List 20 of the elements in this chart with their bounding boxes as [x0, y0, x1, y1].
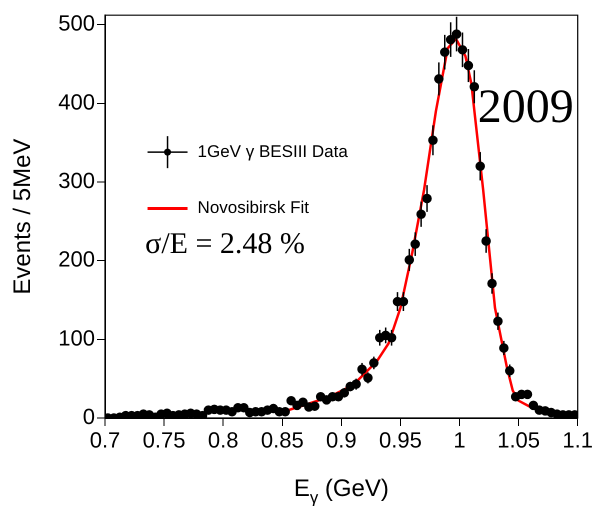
- x-tick-label: 0.7: [90, 427, 120, 452]
- y-tick-label: 0: [82, 404, 95, 430]
- x-tick-label: 0.95: [379, 427, 422, 452]
- x-tick-label: 1.1: [562, 427, 594, 452]
- y-tick-label: 300: [58, 168, 95, 194]
- annotation: σ/E = 2.48 %: [145, 226, 305, 260]
- x-tick-label: 0.85: [260, 427, 304, 452]
- y-tick-label: 200: [58, 246, 95, 272]
- x-tick-label: 0.75: [142, 427, 186, 452]
- x-tick-label: 1: [453, 427, 466, 452]
- x-tick-label: 1.05: [497, 427, 540, 452]
- y-tick-label: 500: [58, 10, 95, 36]
- x-tick-label: 0.9: [326, 427, 357, 452]
- legend-label: Novosibirsk Fit: [198, 198, 310, 218]
- x-tick-label: 0.8: [208, 427, 238, 452]
- legend-label: 1GeV γ BESIII Data: [198, 142, 348, 161]
- y-tick-label: 100: [58, 325, 95, 350]
- annotation: 2009: [478, 80, 574, 133]
- y-tick-label: 400: [58, 89, 95, 114]
- y-axis-title: Events / 5MeV: [9, 138, 36, 295]
